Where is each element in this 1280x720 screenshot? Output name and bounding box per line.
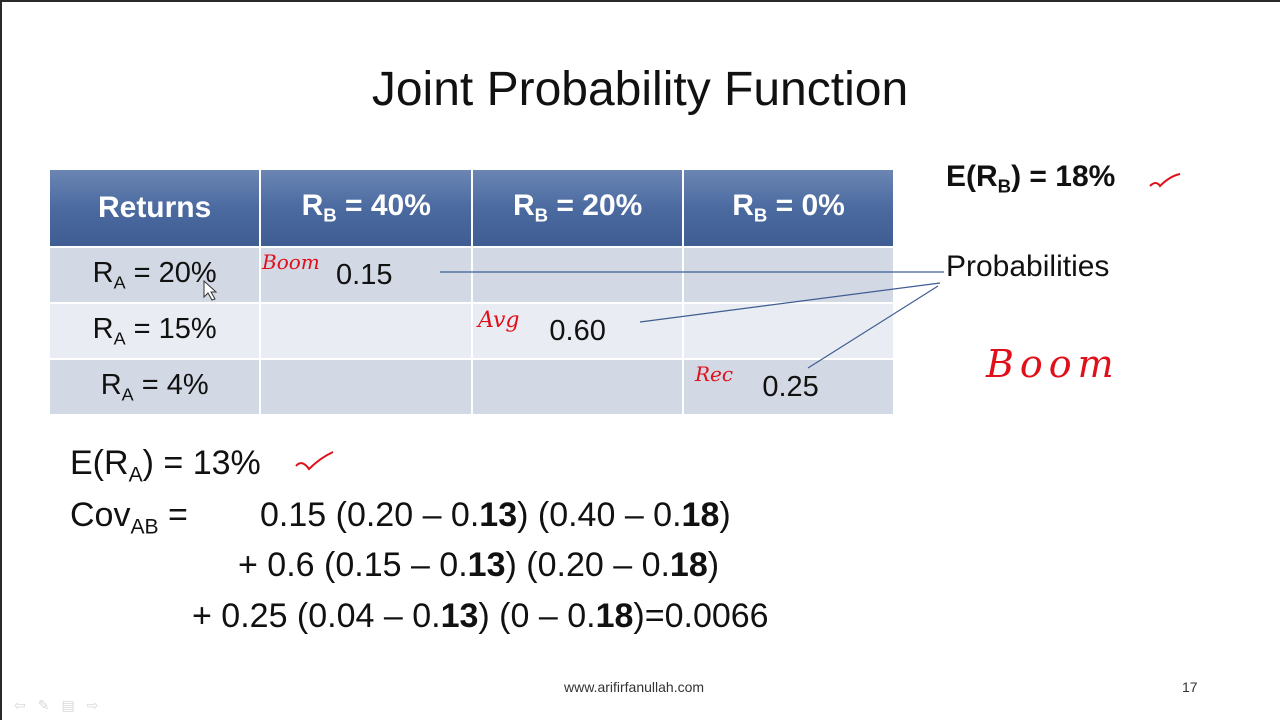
arrow-right-icon[interactable]: ⇨ <box>86 697 99 713</box>
annotation-boom-small: Boom <box>262 250 320 274</box>
slide-title: Joint Probability Function <box>371 63 909 116</box>
table-row: RA = 15% 0.60 <box>50 302 893 359</box>
connector-line-avg <box>639 282 941 323</box>
cell-ra20-rb40: 0.15 <box>260 246 474 303</box>
cell-ra4-rb0: 0.25 <box>683 358 893 414</box>
slide-number: 17 <box>1182 679 1198 695</box>
slides-icon[interactable]: ▤ <box>61 697 75 713</box>
covariance-term-2: + 0.6 (0.15 – 0.13) (0.20 – 0.18) <box>238 546 720 584</box>
annotation-boom-large: Boom <box>986 342 1120 386</box>
header-rb-0: RB = 0% <box>683 170 893 247</box>
expected-return-b: E(RB) = 18% <box>946 160 1116 197</box>
table-row: RA = 20% 0.15 <box>50 246 893 303</box>
frame-border-top <box>0 0 1280 2</box>
mouse-pointer-icon <box>203 279 218 301</box>
row-label-ra-4: RA = 4% <box>50 358 262 414</box>
cell-ra15-rb20: 0.60 <box>472 302 685 359</box>
arrow-left-icon[interactable]: ⇦ <box>14 697 26 713</box>
probabilities-label: Probabilities <box>946 250 1110 283</box>
covariance-term-3: + 0.25 (0.04 – 0.13) (0 – 0.18)=0.0066 <box>192 597 769 635</box>
cell-ra4-rb40 <box>260 358 474 414</box>
table-row: RA = 4% 0.25 <box>50 358 893 414</box>
cell-ra4-rb20 <box>472 358 685 414</box>
header-rb-40: RB = 40% <box>260 170 474 247</box>
row-label-ra-20: RA = 20% <box>50 246 262 303</box>
footer-url: www.arifirfanullah.com <box>564 679 705 695</box>
covariance-term-1: 0.15 (0.20 – 0.13) (0.40 – 0.18) <box>260 496 731 534</box>
cell-ra20-rb20 <box>472 246 685 303</box>
cell-ra15-rb40 <box>260 302 474 359</box>
table-header-row: Returns RB = 40% RB = 20% RB = 0% <box>50 170 893 247</box>
joint-probability-table: Returns RB = 40% RB = 20% RB = 0% RA = 2… <box>50 170 893 414</box>
expected-return-a: E(RA) = 13% <box>70 444 261 487</box>
row-label-ra-15: RA = 15% <box>50 302 262 359</box>
header-returns: Returns <box>50 170 262 247</box>
slide-nav-controls: ⇦ ✎ ▤ ⇨ <box>14 697 110 714</box>
frame-border-left <box>0 0 2 720</box>
annotation-avg: Avg <box>478 308 520 333</box>
pen-icon[interactable]: ✎ <box>37 697 50 713</box>
check-mark-icon <box>1149 173 1181 188</box>
header-rb-20: RB = 20% <box>472 170 685 247</box>
covariance-label: CovAB = <box>70 496 188 539</box>
connector-line-rec <box>807 285 939 369</box>
annotation-rec: Rec <box>695 362 734 386</box>
check-mark-icon <box>295 451 334 471</box>
